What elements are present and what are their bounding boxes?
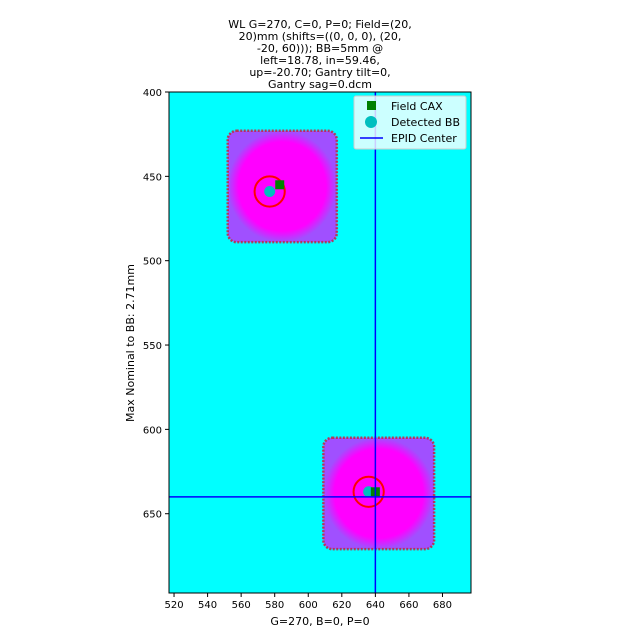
title-line: -20, 60))); BB=5mm @	[257, 42, 383, 55]
title-line: Gantry sag=0.dcm	[268, 78, 372, 91]
y-tick-label: 500	[143, 257, 162, 268]
x-tick-label: 520	[164, 600, 183, 611]
legend-box	[353, 95, 467, 150]
y-tick-label: 400	[143, 88, 162, 99]
y-tick-label: 450	[143, 172, 162, 183]
y-tick-label: 550	[143, 341, 162, 352]
legend-label: Detected BB	[391, 116, 460, 129]
bb-circle	[253, 175, 286, 208]
title-line: up=-20.70; Gantry tilt=0,	[249, 66, 390, 79]
x-axis-label: G=270, B=0, P=0	[270, 615, 369, 628]
x-tick-label: 620	[332, 600, 351, 611]
title: WL G=270, C=0, P=0; Field=(20, 20)mm (sh…	[228, 18, 412, 91]
x-tick-label: 640	[366, 600, 385, 611]
bb-circle	[352, 475, 385, 508]
x-tick-label: 660	[399, 600, 418, 611]
x-tick-label: 580	[265, 600, 284, 611]
title-line: left=18.78, in=59.46,	[260, 54, 380, 67]
axis-ticks: 520 540 560 580 600 620 640 660 680 400 450 500 550 6…	[143, 88, 472, 611]
legend-field-cax-marker	[367, 101, 376, 110]
title-line: 20)mm (shifts=((0, 0, 0), (20,	[239, 30, 402, 43]
legend-label: EPID Center	[391, 132, 457, 145]
detected-bb-point	[264, 186, 276, 198]
x-tick-label: 680	[433, 600, 452, 611]
y-axis-label: Max Nominal to BB: 2.71mm	[124, 264, 137, 422]
plot-area	[169, 92, 471, 593]
legend-label: Field CAX	[391, 100, 443, 113]
legend-detected-bb-marker	[365, 116, 377, 128]
title-line: WL G=270, C=0, P=0; Field=(20,	[228, 18, 412, 31]
x-tick-label: 540	[198, 600, 217, 611]
x-tick-label: 600	[299, 600, 318, 611]
y-tick-label: 600	[143, 425, 162, 436]
legend: Field CAX Detected BB EPID Center	[353, 95, 467, 150]
plot-frame	[168, 91, 472, 594]
y-tick-label: 650	[143, 510, 162, 521]
x-tick-label: 560	[232, 600, 251, 611]
field-cax-point	[275, 180, 285, 190]
